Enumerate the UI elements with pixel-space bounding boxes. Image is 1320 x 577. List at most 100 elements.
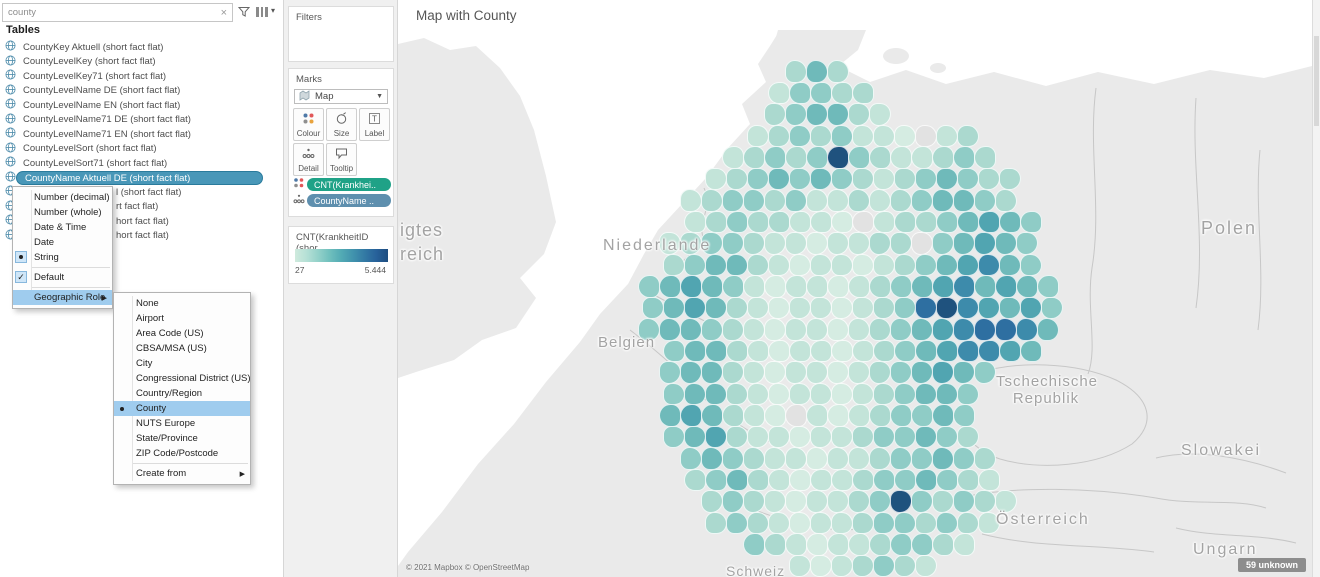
county-mark[interactable] <box>810 382 832 405</box>
county-mark[interactable] <box>869 275 891 298</box>
county-mark[interactable] <box>701 447 723 470</box>
county-mark[interactable] <box>978 468 1000 491</box>
county-mark[interactable] <box>852 124 874 147</box>
county-mark[interactable] <box>789 511 811 534</box>
county-mark[interactable] <box>789 167 811 190</box>
county-mark[interactable] <box>663 253 685 276</box>
county-mark[interactable] <box>747 124 769 147</box>
county-mark[interactable] <box>785 361 807 384</box>
county-mark[interactable] <box>894 253 916 276</box>
county-mark[interactable] <box>911 146 933 169</box>
county-mark[interactable] <box>911 361 933 384</box>
clear-search-icon[interactable]: × <box>220 6 227 19</box>
county-mark[interactable] <box>726 468 748 491</box>
mark-type-dropdown[interactable]: Map ▼ <box>294 89 388 104</box>
county-mark[interactable] <box>768 511 790 534</box>
county-mark[interactable] <box>915 124 937 147</box>
menu-item-date[interactable]: Date <box>13 235 112 250</box>
county-mark[interactable] <box>894 382 916 405</box>
menu-item-congressional-district-us-[interactable]: Congressional District (US) <box>114 371 251 386</box>
county-mark[interactable] <box>810 339 832 362</box>
county-mark[interactable] <box>785 103 807 126</box>
county-mark[interactable] <box>953 404 975 427</box>
county-mark[interactable] <box>722 318 744 341</box>
county-mark[interactable] <box>932 232 954 255</box>
county-mark[interactable] <box>869 232 891 255</box>
menu-item-default[interactable]: ✓ Default <box>13 270 112 285</box>
county-mark[interactable] <box>680 275 702 298</box>
county-mark[interactable] <box>932 533 954 556</box>
county-mark[interactable] <box>806 447 828 470</box>
county-mark[interactable] <box>806 404 828 427</box>
county-mark[interactable] <box>827 404 849 427</box>
unknown-values-badge[interactable]: 59 unknown <box>1237 558 1306 572</box>
county-mark[interactable] <box>810 167 832 190</box>
menu-item-none[interactable]: None <box>114 296 250 311</box>
county-mark[interactable] <box>848 275 870 298</box>
county-mark[interactable] <box>705 468 727 491</box>
county-mark[interactable] <box>827 232 849 255</box>
county-mark[interactable] <box>1020 253 1042 276</box>
county-mark[interactable] <box>785 404 807 427</box>
county-mark[interactable] <box>684 210 706 233</box>
county-mark[interactable] <box>663 382 685 405</box>
menu-item-country-region[interactable]: Country/Region <box>114 386 250 401</box>
county-mark[interactable] <box>974 232 996 255</box>
county-mark[interactable] <box>890 490 912 513</box>
county-mark[interactable] <box>873 296 895 319</box>
county-mark[interactable] <box>768 339 790 362</box>
county-mark[interactable] <box>827 533 849 556</box>
county-mark[interactable] <box>789 253 811 276</box>
county-mark[interactable] <box>764 146 786 169</box>
county-mark[interactable] <box>684 468 706 491</box>
county-mark[interactable] <box>852 511 874 534</box>
county-mark[interactable] <box>915 210 937 233</box>
menu-item-airport[interactable]: Airport <box>114 311 250 326</box>
county-mark[interactable] <box>810 554 832 577</box>
county-mark[interactable] <box>785 275 807 298</box>
county-mark[interactable] <box>726 296 748 319</box>
county-mark[interactable] <box>957 253 979 276</box>
county-mark[interactable] <box>957 382 979 405</box>
county-mark[interactable] <box>663 425 685 448</box>
county-mark[interactable] <box>806 275 828 298</box>
county-mark[interactable] <box>915 554 937 577</box>
county-mark[interactable] <box>680 189 702 212</box>
search-input[interactable]: county × <box>2 3 233 22</box>
county-mark[interactable] <box>873 382 895 405</box>
menu-item-cbsa-msa-us-[interactable]: CBSA/MSA (US) <box>114 341 250 356</box>
county-mark[interactable] <box>743 533 765 556</box>
county-mark[interactable] <box>831 124 853 147</box>
county-mark[interactable] <box>705 511 727 534</box>
county-mark[interactable] <box>915 253 937 276</box>
county-mark[interactable] <box>806 232 828 255</box>
county-mark[interactable] <box>806 318 828 341</box>
county-mark[interactable] <box>869 146 891 169</box>
menu-item-nuts-europe[interactable]: NUTS Europe <box>114 416 250 431</box>
county-mark[interactable] <box>911 275 933 298</box>
menu-item-area-code-us-[interactable]: Area Code (US) <box>114 326 250 341</box>
county-mark[interactable] <box>768 382 790 405</box>
colour-button[interactable]: Colour <box>293 108 324 141</box>
county-mark[interactable] <box>978 210 1000 233</box>
county-mark[interactable] <box>810 210 832 233</box>
county-mark[interactable] <box>915 339 937 362</box>
county-mark[interactable] <box>827 318 849 341</box>
county-mark[interactable] <box>890 232 912 255</box>
county-mark[interactable] <box>743 275 765 298</box>
size-button[interactable]: Size <box>326 108 357 141</box>
county-mark[interactable] <box>957 425 979 448</box>
county-mark[interactable] <box>848 103 870 126</box>
county-mark[interactable] <box>894 296 916 319</box>
county-mark[interactable] <box>953 275 975 298</box>
county-mark[interactable] <box>873 167 895 190</box>
county-mark[interactable] <box>873 468 895 491</box>
county-mark[interactable] <box>911 404 933 427</box>
county-mark[interactable] <box>873 124 895 147</box>
county-mark[interactable] <box>785 318 807 341</box>
county-mark[interactable] <box>789 382 811 405</box>
county-mark[interactable] <box>747 468 769 491</box>
county-mark[interactable] <box>701 490 723 513</box>
county-mark[interactable] <box>705 296 727 319</box>
county-mark[interactable] <box>743 404 765 427</box>
